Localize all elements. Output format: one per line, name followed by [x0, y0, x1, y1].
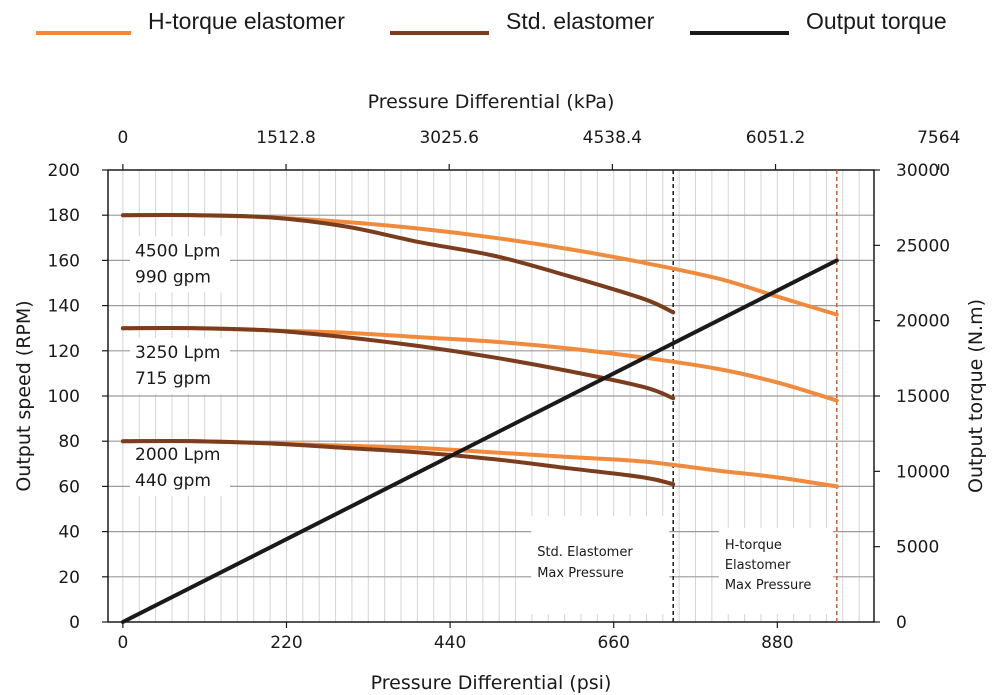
- x-top-tick-label: 0: [117, 128, 128, 148]
- flow-rate-label: 990 gpm: [135, 267, 211, 287]
- max-pressure-label: H-torque: [725, 538, 782, 553]
- y-right-axis-title: Output torque (N.m): [965, 299, 987, 493]
- max-pressure-label: Max Pressure: [725, 578, 812, 593]
- x-bottom-axis-title: Pressure Differential (psi): [371, 672, 612, 694]
- series-line-std-elastomer-5: [120, 439, 676, 487]
- y-left-tick-label: 140: [48, 297, 80, 317]
- y-right-tick-label: 0: [896, 613, 907, 633]
- x-top-axis-title: Pressure Differential (kPa): [368, 91, 615, 113]
- series-line-output-torque-6: [120, 258, 839, 624]
- flow-label-background: [130, 439, 230, 496]
- x-top-tick-label: 4538.4: [583, 128, 642, 148]
- flow-label-background: [130, 338, 230, 395]
- y-left-tick-label: 80: [58, 432, 80, 452]
- x-top-tick-label: 6051.2: [746, 128, 805, 148]
- y-left-tick-label: 120: [48, 342, 80, 362]
- y-left-tick-label: 200: [48, 161, 80, 181]
- y-right-tick-label: 25000: [896, 236, 950, 256]
- x-bottom-tick-label: 220: [270, 633, 302, 653]
- y-left-tick-label: 40: [58, 523, 80, 543]
- y-right-tick-label: 5000: [896, 538, 939, 558]
- x-top-tick-label: 7564: [917, 128, 960, 148]
- flow-rate-label: 3250 Lpm: [135, 343, 221, 363]
- max-pressure-label: Std. Elastomer: [537, 545, 633, 560]
- flow-rate-label: 2000 Lpm: [135, 445, 221, 465]
- y-right-tick-label: 30000: [896, 161, 950, 181]
- x-top-tick-label: 3025.6: [419, 128, 478, 148]
- y-left-tick-label: 0: [69, 613, 80, 633]
- y-right-tick-label: 15000: [896, 387, 950, 407]
- flow-rate-label: 715 gpm: [135, 369, 211, 389]
- y-left-axis-title: Output speed (RPM): [13, 300, 35, 491]
- y-left-tick-label: 160: [48, 251, 80, 271]
- y-right-tick-label: 20000: [896, 312, 950, 332]
- annotation-background: [531, 516, 670, 614]
- annotation-background: [718, 528, 833, 614]
- series-line-std-elastomer-3: [120, 326, 676, 401]
- flow-label-background: [130, 236, 230, 293]
- x-bottom-tick-label: 0: [117, 633, 128, 653]
- x-bottom-tick-label: 880: [761, 633, 793, 653]
- y-left-tick-label: 60: [58, 477, 80, 497]
- y-left-tick-label: 20: [58, 568, 80, 588]
- series-line-std-elastomer-1: [120, 213, 676, 315]
- x-bottom-tick-label: 440: [434, 633, 466, 653]
- max-pressure-label: Max Pressure: [537, 566, 624, 581]
- flow-rate-label: 440 gpm: [135, 471, 211, 491]
- x-top-tick-label: 1512.8: [256, 128, 315, 148]
- x-bottom-tick-label: 660: [597, 633, 629, 653]
- legend-label-0: H-torque elastomer: [148, 8, 345, 34]
- y-left-tick-label: 100: [48, 387, 80, 407]
- max-pressure-label: Elastomer: [725, 558, 791, 573]
- y-right-tick-label: 10000: [896, 462, 950, 482]
- y-left-tick-label: 180: [48, 206, 80, 226]
- legend-label-2: Output torque: [806, 8, 947, 34]
- flow-rate-label: 4500 Lpm: [135, 241, 221, 261]
- legend-label-1: Std. elastomer: [506, 8, 655, 34]
